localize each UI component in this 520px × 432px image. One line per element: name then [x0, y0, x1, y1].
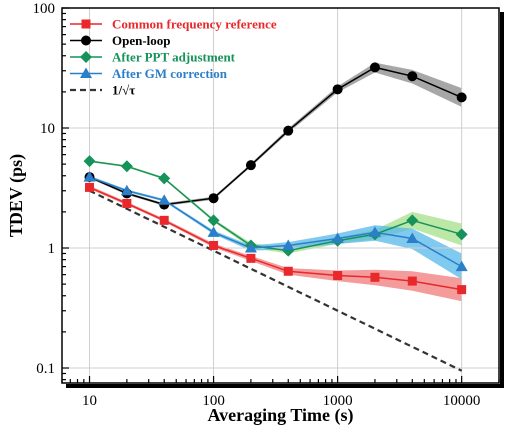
marker-2-1	[120, 160, 133, 173]
marker-3-8	[406, 232, 419, 244]
marker-0-3	[209, 240, 219, 250]
marker-3-3	[207, 226, 220, 237]
marker-3-1	[120, 184, 133, 196]
marker-0-5	[283, 266, 293, 276]
y-tick-label-2: 10	[40, 121, 55, 137]
marker-0-9	[457, 285, 467, 295]
y-tick-label-3: 100	[33, 1, 56, 17]
y-tick-label-0: 0.1	[36, 361, 55, 377]
marker-1-4	[245, 160, 256, 171]
legend-label-0: Common frequency reference	[112, 17, 277, 32]
x-tick-label-2: 1000	[323, 393, 353, 409]
x-tick-label-0: 10	[82, 393, 97, 409]
legend-marker-3	[80, 67, 92, 78]
legend-label-1: Open-loop	[112, 33, 171, 48]
marker-2-2	[158, 172, 171, 185]
legend-label-4: 1/√τ	[112, 83, 135, 98]
y-axis-title: TDEV (ps)	[6, 154, 27, 237]
marker-3-4	[244, 242, 257, 253]
marker-3-7	[368, 226, 381, 237]
marker-3-6	[331, 232, 344, 244]
marker-1-3	[208, 193, 219, 204]
series-line-1	[89, 66, 462, 206]
legend-label-2: After PPT adjustment	[112, 50, 236, 65]
marker-3-9	[455, 260, 468, 272]
series-markers	[83, 62, 468, 295]
confidence-bands	[89, 62, 462, 302]
legend-marker-1	[81, 35, 91, 46]
axis-ticks: 10 100 1000 10000 0.1 1 10 100	[33, 1, 500, 409]
series-lines	[89, 66, 463, 372]
marker-0-2	[159, 215, 169, 225]
band-0	[89, 185, 462, 302]
band-3	[89, 175, 462, 280]
series-line-2	[89, 160, 462, 252]
marker-0-8	[407, 276, 417, 286]
marker-3-5	[282, 239, 295, 250]
marker-1-7	[369, 62, 380, 73]
marker-0-6	[333, 271, 343, 281]
marker-0-0	[85, 182, 95, 192]
marker-1-8	[407, 71, 418, 82]
marker-2-9	[455, 228, 468, 241]
marker-3-0	[83, 171, 96, 182]
legend-label-3: After GM correction	[112, 66, 228, 81]
marker-0-4	[246, 253, 256, 263]
marker-2-3	[207, 214, 220, 227]
marker-0-1	[122, 198, 132, 208]
marker-2-8	[406, 214, 419, 227]
plot-frame-shadow	[500, 12, 504, 387]
series-line-3	[89, 176, 463, 268]
x-axis-title: Averaging Time (s)	[208, 405, 354, 426]
y-tick-label-1: 1	[48, 241, 56, 257]
plot-frame	[61, 7, 500, 384]
x-tick-label-1: 100	[202, 393, 225, 409]
legend-marker-2	[80, 51, 92, 63]
marker-1-9	[456, 92, 467, 103]
marker-1-5	[283, 125, 294, 136]
marker-2-0	[83, 155, 96, 168]
legend-marker-0	[81, 19, 91, 29]
marker-3-2	[158, 194, 171, 205]
plot-frame-shadow-bottom	[66, 384, 504, 388]
series-line-4	[89, 189, 463, 372]
band-1	[89, 62, 462, 207]
x-tick-label-3: 10000	[443, 393, 481, 409]
series-line-0	[89, 186, 462, 291]
marker-0-7	[370, 272, 380, 282]
marker-1-6	[332, 84, 343, 95]
